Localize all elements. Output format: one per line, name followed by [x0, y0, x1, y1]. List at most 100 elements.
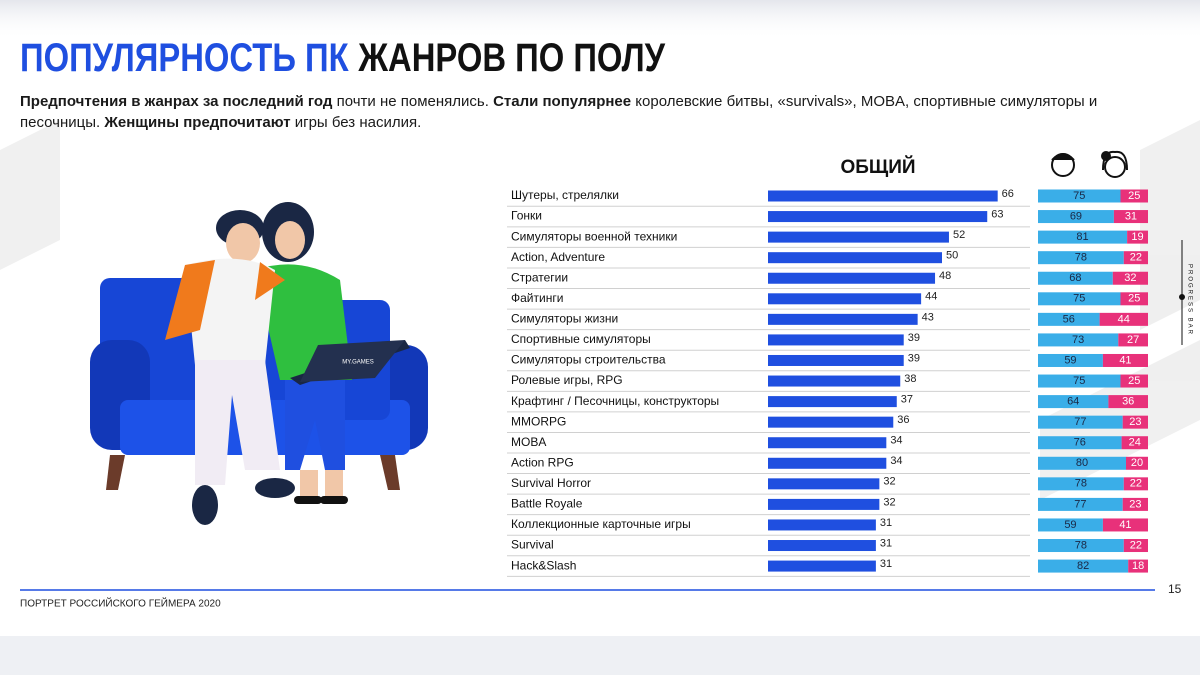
stack-segment — [1120, 374, 1148, 388]
bar — [768, 416, 894, 428]
bar — [768, 313, 918, 325]
category-label: Battle Royale — [511, 497, 583, 511]
stack-segment — [1102, 353, 1148, 367]
stack-segment — [1121, 436, 1148, 450]
value-label: 39 — [908, 352, 920, 364]
segment-label: 77 — [1074, 416, 1086, 428]
value-label: 38 — [904, 373, 916, 385]
stack-segment — [1099, 312, 1148, 326]
segment-label: 25 — [1128, 293, 1140, 305]
stack-segment — [1038, 456, 1126, 470]
stack-segment — [1038, 477, 1124, 491]
stack-segment — [1038, 415, 1123, 429]
segment-label: 20 — [1131, 457, 1143, 469]
category-label: Крафтинг / Песочницы, конструкторы — [511, 394, 719, 408]
category-label: Survival Horror — [511, 476, 591, 490]
category-label: Симуляторы жизни — [511, 312, 618, 326]
stack-segment — [1038, 251, 1124, 265]
segment-label: 41 — [1119, 519, 1131, 531]
segment-label: 75 — [1073, 375, 1085, 387]
category-label: Спортивные симуляторы — [511, 332, 651, 346]
stack-segment — [1122, 415, 1148, 429]
segment-label: 25 — [1128, 375, 1140, 387]
bar — [768, 375, 901, 387]
stack-segment — [1038, 312, 1100, 326]
bar — [768, 354, 904, 366]
value-label: 39 — [908, 332, 920, 344]
value-label: 50 — [946, 250, 958, 262]
segment-label: 78 — [1075, 252, 1087, 264]
segment-label: 59 — [1064, 354, 1076, 366]
segment-label: 22 — [1130, 539, 1142, 551]
title-rest: ЖАНРОВ ПО ПОЛУ — [358, 36, 666, 80]
segment-label: 25 — [1128, 190, 1140, 202]
bar — [768, 252, 942, 264]
subtitle-bold: Предпочтения в жанрах за последний год — [20, 93, 333, 110]
bar — [768, 478, 880, 490]
segment-label: 76 — [1074, 437, 1086, 449]
segment-label: 18 — [1132, 560, 1144, 572]
side-dot — [1179, 294, 1185, 300]
segment-label: 77 — [1074, 498, 1086, 510]
value-label: 31 — [880, 558, 892, 570]
segment-label: 59 — [1064, 519, 1076, 531]
stack-segment — [1038, 518, 1103, 532]
value-label: 44 — [925, 291, 937, 303]
footer-text: ПОРТРЕТ РОССИЙСКОГО ГЕЙМЕРА 2020 — [20, 597, 221, 610]
bottom-band — [0, 636, 1200, 675]
category-label: Стратегии — [511, 270, 568, 284]
segment-label: 31 — [1125, 210, 1137, 222]
bar — [768, 498, 880, 510]
segment-label: 68 — [1069, 272, 1081, 284]
category-label: Гонки — [511, 209, 542, 223]
category-label: Ролевые игры, RPG — [511, 373, 623, 387]
segment-label: 69 — [1070, 210, 1082, 222]
subtitle-bold: Женщины предпочитают — [104, 114, 291, 131]
segment-label: 22 — [1130, 252, 1142, 264]
side-label: PROGRESS BAR — [1186, 264, 1192, 336]
category-label: Action RPG — [511, 455, 574, 469]
category-label: Файтинги — [511, 291, 563, 305]
stack-segment — [1038, 353, 1103, 367]
segment-label: 56 — [1063, 313, 1075, 325]
category-label: Hack&Slash — [511, 558, 576, 572]
segment-label: 81 — [1076, 231, 1088, 243]
stack-segment — [1038, 210, 1114, 224]
value-label: 52 — [953, 229, 965, 241]
stack-segment — [1120, 189, 1148, 203]
segment-label: 41 — [1119, 354, 1131, 366]
value-label: 43 — [922, 311, 934, 323]
female-icon — [1101, 150, 1128, 178]
title: ПОПУЛЯРНОСТЬ ПКЖАНРОВ ПО ПОЛУ — [20, 36, 666, 80]
segment-label: 44 — [1118, 313, 1130, 325]
value-label: 34 — [890, 455, 902, 467]
segment-label: 24 — [1129, 437, 1141, 449]
segment-label: 78 — [1075, 478, 1087, 490]
stack-segment — [1123, 539, 1148, 553]
side-label-group: PROGRESS BAR — [1179, 240, 1192, 345]
category-label: Симуляторы военной техники — [511, 229, 677, 243]
segment-label: 75 — [1073, 190, 1085, 202]
stack-segment — [1108, 395, 1148, 409]
segment-label: 64 — [1067, 396, 1079, 408]
bar — [768, 437, 887, 449]
bar — [768, 334, 904, 346]
stack-segment — [1118, 333, 1148, 347]
stack-segment — [1120, 292, 1148, 306]
stack-segment — [1113, 210, 1148, 224]
stack-segment — [1038, 189, 1121, 203]
category-label: Survival — [511, 538, 554, 552]
value-label: 66 — [1002, 188, 1014, 200]
bar — [768, 272, 936, 284]
segment-label: 19 — [1131, 231, 1143, 243]
stack-segment — [1123, 251, 1148, 265]
segment-label: 22 — [1130, 478, 1142, 490]
stack-segment — [1038, 436, 1122, 450]
value-label: 31 — [880, 537, 892, 549]
subtitle-text: почти не поменялись. — [332, 93, 494, 110]
category-label: Симуляторы строительства — [511, 353, 666, 367]
bar — [768, 293, 922, 305]
bar — [768, 519, 876, 531]
stack-segment — [1038, 292, 1121, 306]
value-label: 48 — [939, 270, 951, 282]
